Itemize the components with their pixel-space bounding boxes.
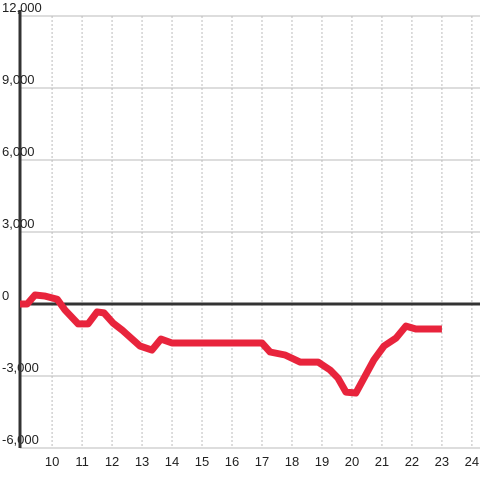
- x-tick-label: 10: [45, 454, 59, 469]
- x-tick-label: 18: [285, 454, 299, 469]
- y-tick-label: 0: [2, 288, 9, 303]
- x-tick-label: 24: [465, 454, 479, 469]
- x-tick-label: 21: [375, 454, 389, 469]
- y-tick-label: 9,000: [2, 72, 35, 87]
- data-line: [20, 291, 442, 397]
- x-tick-label: 13: [135, 454, 149, 469]
- y-tick-label: 12,000: [2, 0, 42, 15]
- x-tick-label: 23: [435, 454, 449, 469]
- y-tick-label: 3,000: [2, 216, 35, 231]
- y-tick-label: 6,000: [2, 144, 35, 159]
- x-tick-label: 14: [165, 454, 179, 469]
- x-tick-label: 15: [195, 454, 209, 469]
- x-tick-label: 17: [255, 454, 269, 469]
- x-tick-label: 12: [105, 454, 119, 469]
- x-tick-label: 16: [225, 454, 239, 469]
- x-tick-label: 19: [315, 454, 329, 469]
- x-tick-label: 20: [345, 454, 359, 469]
- x-tick-label: 22: [405, 454, 419, 469]
- x-tick-label: 11: [75, 454, 89, 469]
